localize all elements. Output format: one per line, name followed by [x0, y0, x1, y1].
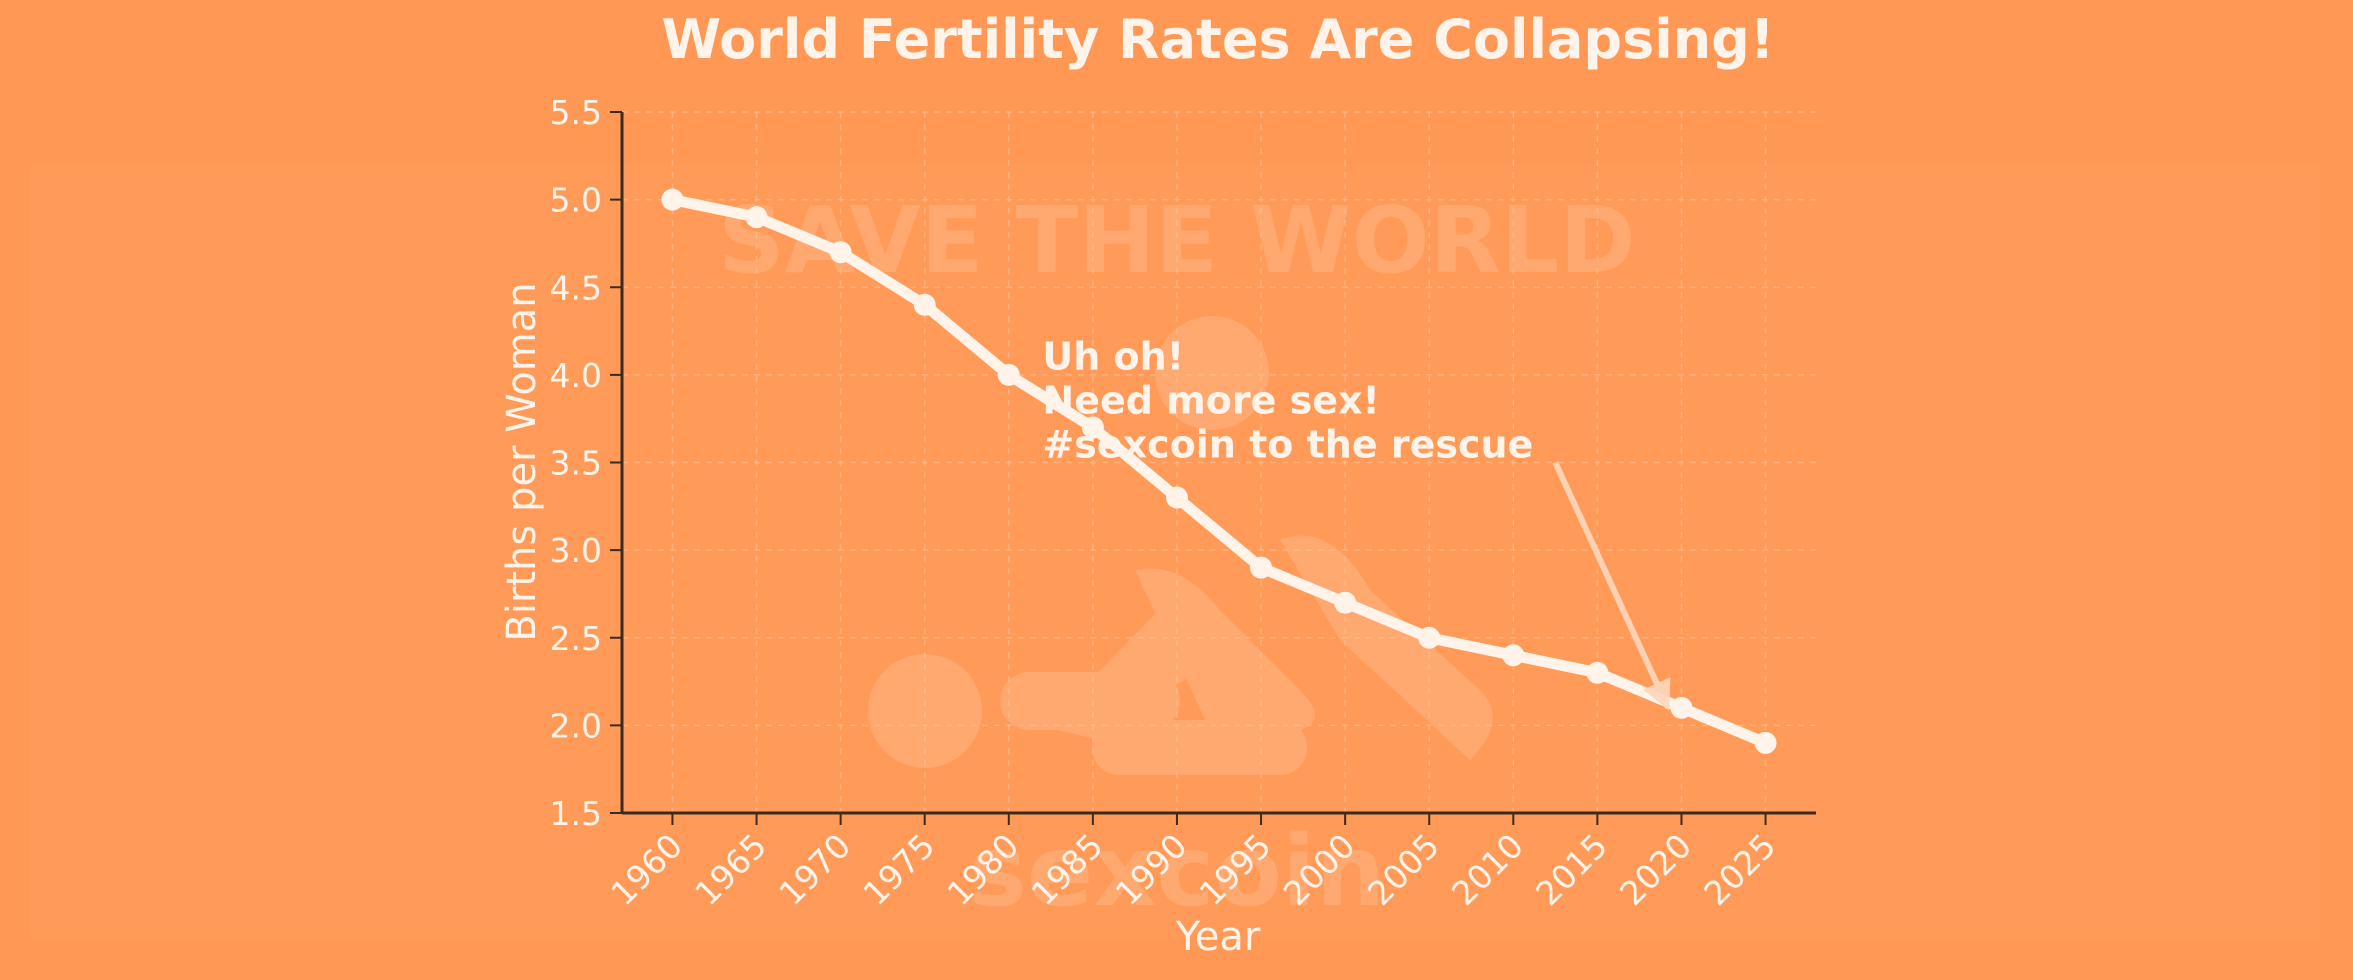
data-point — [661, 188, 684, 211]
inner-panel — [30, 165, 2320, 940]
data-point — [913, 293, 936, 316]
y-tick-label: 3.0 — [550, 531, 602, 570]
y-tick-label: 1.5 — [550, 794, 602, 833]
data-point — [1754, 731, 1777, 754]
y-tick-label: 2.5 — [550, 619, 602, 658]
sexcoin-watermark-logo: SAVE THE WORLD sexcoin — [718, 187, 1635, 929]
annotation-text-line: Uh oh! — [1042, 335, 1184, 379]
watermark-sexcoin: sexcoin — [969, 815, 1386, 929]
data-point — [829, 241, 852, 264]
series-line — [666, 194, 1772, 749]
x-axis-label: Year — [1175, 914, 1261, 960]
data-point — [1418, 626, 1441, 649]
annotation-arrow — [1552, 461, 1671, 711]
y-tick-label: 4.5 — [550, 268, 602, 307]
data-point — [1250, 556, 1273, 579]
data-point — [997, 363, 1020, 386]
grid-lines — [622, 111, 1816, 814]
y-tick-label: 5.5 — [550, 93, 602, 132]
y-tick-label: 3.5 — [550, 444, 602, 483]
chart-title: World Fertility Rates Are Collapsing! — [662, 8, 1775, 71]
y-axis-label: Births per Woman — [499, 282, 545, 641]
data-points — [661, 188, 1777, 754]
data-point — [1502, 644, 1525, 667]
annotation-text-line: Need more sex! — [1042, 379, 1379, 423]
data-point — [1165, 486, 1188, 509]
annotation-text-line: #sexcoin to the rescue — [1042, 423, 1533, 467]
data-point — [1586, 661, 1609, 684]
annotation: Uh oh!Need more sex!#sexcoin to the resc… — [1042, 335, 1671, 711]
data-point — [1334, 591, 1357, 614]
y-tick-label: 2.0 — [550, 706, 602, 745]
watermark-save-the-world: SAVE THE WORLD — [718, 187, 1635, 294]
data-point — [745, 206, 768, 229]
axes — [610, 111, 1816, 825]
data-point — [1670, 696, 1693, 719]
y-tick-labels: 1.5 2.0 2.5 3.0 3.5 4.0 4.5 5.0 5.5 — [550, 93, 602, 833]
series-line-path — [666, 194, 1772, 749]
data-point — [1081, 416, 1104, 439]
y-tick-label: 4.0 — [550, 356, 602, 395]
y-tick-label: 5.0 — [550, 181, 602, 220]
